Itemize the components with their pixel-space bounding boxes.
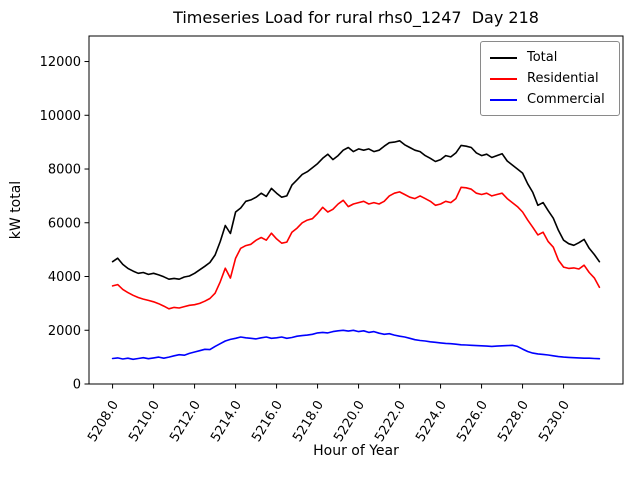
legend-item-commercial: Commercial <box>490 89 610 110</box>
x-axis-label: Hour of Year <box>313 443 399 459</box>
legend-item-residential: Residential <box>490 68 610 89</box>
legend-item-total: Total <box>490 47 610 68</box>
legend-label-residential: Residential <box>527 71 599 86</box>
x-tick-label: 5220.0 <box>331 398 368 445</box>
plot-border <box>88 35 624 385</box>
x-tick-label: 5228.0 <box>495 398 532 445</box>
y-tick-label: 8000 <box>48 163 81 178</box>
x-tick-label: 5222.0 <box>372 398 409 445</box>
x-tick-label: 5214.0 <box>208 398 245 445</box>
y-axis-label: kW total <box>8 180 24 240</box>
x-tick-label: 5210.0 <box>126 398 163 445</box>
y-tick-label: 10000 <box>40 109 81 124</box>
y-tick-label: 2000 <box>48 324 81 339</box>
legend-line-sample-total <box>490 56 517 59</box>
x-tick-label: 5218.0 <box>290 398 327 445</box>
series-line-total <box>111 140 601 281</box>
x-tick-label: 5224.0 <box>413 398 450 445</box>
x-tick-label: 5212.0 <box>167 398 204 445</box>
y-tick-label: 4000 <box>48 270 81 285</box>
legend-line-sample-residential <box>490 77 517 80</box>
legend-label-commercial: Commercial <box>527 92 605 107</box>
legend-line-sample-commercial <box>490 98 517 101</box>
y-tick-label: 6000 <box>48 216 81 231</box>
y-tick-label: 0 <box>73 378 81 393</box>
x-tick-label: 5230.0 <box>536 398 573 445</box>
legend: Total Residential Commercial <box>480 41 620 116</box>
x-tick-label: 5216.0 <box>249 398 286 445</box>
y-tick-label: 12000 <box>40 55 81 70</box>
series-line-commercial <box>111 329 601 361</box>
x-tick-label: 5208.0 <box>85 398 122 445</box>
chart-title: Timeseries Load for rural rhs0_1247 Day … <box>173 8 539 27</box>
x-tick-label: 5226.0 <box>454 398 491 445</box>
series-line-residential <box>111 186 601 310</box>
legend-label-total: Total <box>527 50 558 65</box>
